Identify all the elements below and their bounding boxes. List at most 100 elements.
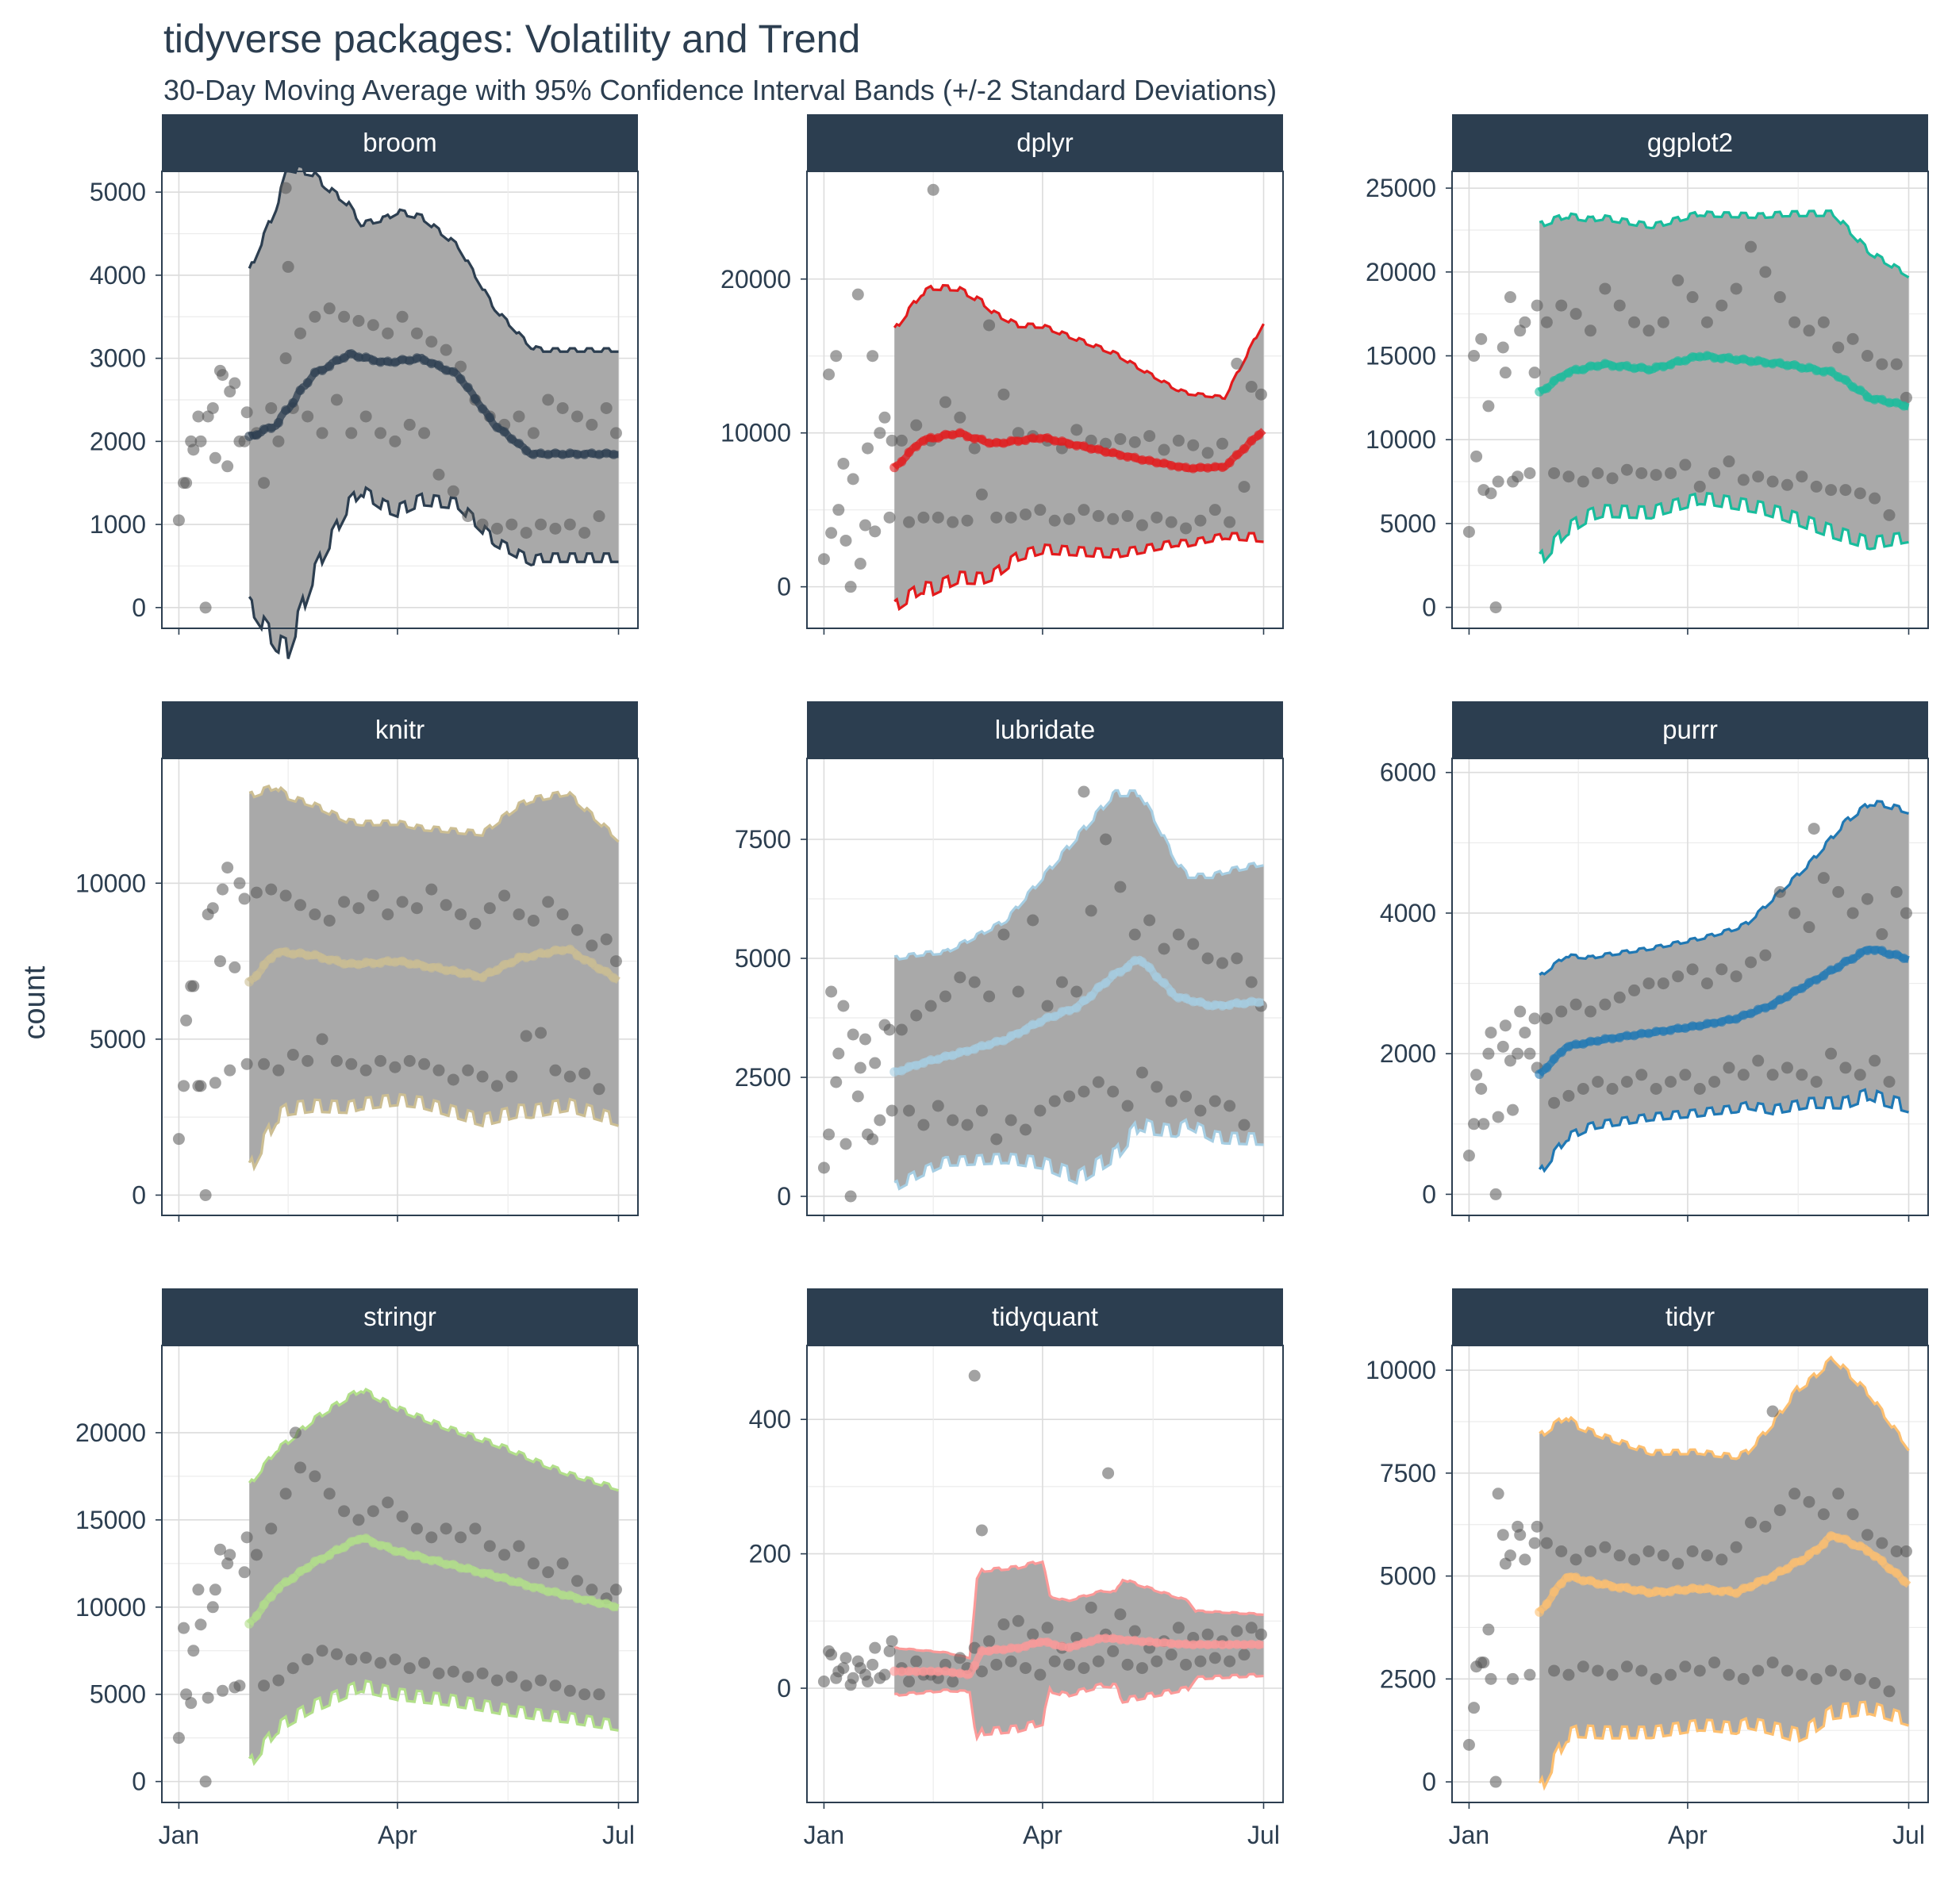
confidence-band [894, 1561, 1264, 1738]
y-tick-label: 2500 [1380, 1664, 1436, 1693]
data-point [954, 411, 966, 424]
band-upper-line [248, 164, 619, 353]
data-point [968, 442, 981, 455]
data-point [1012, 985, 1024, 998]
moving-average-point [1130, 452, 1140, 463]
moving-average-point [1231, 450, 1242, 460]
data-point [1832, 341, 1845, 354]
moving-average-point [1013, 436, 1024, 447]
data-point [1584, 324, 1596, 337]
moving-average-point [1688, 351, 1698, 362]
moving-average-point [977, 1041, 987, 1051]
moving-average-point [565, 448, 575, 459]
data-point [1854, 487, 1866, 500]
moving-average-point [889, 463, 900, 473]
y-tick-label: 0 [777, 1674, 791, 1702]
moving-average-point [1716, 1587, 1727, 1597]
data-point [1540, 316, 1553, 328]
facet-strip [162, 114, 638, 171]
moving-average-point [426, 1556, 436, 1566]
data-point [1584, 1005, 1596, 1018]
moving-average-points [889, 955, 1264, 1077]
data-point [1890, 1545, 1903, 1557]
data-point [1846, 907, 1859, 919]
data-point [1650, 1672, 1662, 1685]
data-point [593, 1688, 605, 1701]
data-point [939, 990, 951, 1003]
data-point [1027, 914, 1039, 927]
data-point [1172, 434, 1185, 447]
data-point [1041, 1000, 1054, 1012]
moving-average-point [1130, 1635, 1140, 1645]
data-point [1231, 952, 1243, 965]
data-point [1128, 1625, 1141, 1637]
moving-average-point [514, 952, 524, 962]
data-point [1752, 470, 1765, 483]
data-point [209, 451, 221, 464]
moving-average-point [1840, 375, 1850, 386]
data-point [862, 442, 874, 455]
y-tick-label: 15000 [75, 1506, 146, 1534]
moving-average-point [281, 405, 291, 415]
moving-average-point [1542, 1599, 1552, 1609]
data-point [586, 418, 598, 431]
data-point [903, 516, 916, 528]
moving-average-point [1231, 998, 1242, 1008]
moving-average-point [1877, 394, 1887, 405]
moving-average-point [521, 1580, 532, 1591]
data-point [1468, 1702, 1481, 1714]
panel-border [806, 171, 1284, 629]
chart-subtitle: 30-Day Moving Average with 95% Confidenc… [163, 74, 1277, 106]
data-point [1499, 367, 1512, 379]
moving-average-point [441, 1559, 451, 1569]
data-point [520, 1679, 532, 1692]
data-point [1151, 1655, 1163, 1668]
moving-average-point [579, 1595, 590, 1606]
data-point [844, 581, 857, 593]
moving-average-point [1542, 1062, 1552, 1073]
moving-average-point [1731, 355, 1742, 365]
data-point [1514, 1005, 1527, 1018]
data-point [1070, 985, 1083, 998]
moving-average-point [1833, 1533, 1843, 1543]
data-point [527, 914, 540, 927]
moving-average-point [1563, 1572, 1573, 1583]
data-point [403, 1662, 416, 1675]
moving-average-point [947, 1668, 958, 1678]
data-point [847, 1028, 859, 1041]
moving-average-point [1174, 462, 1184, 472]
moving-average-point [1071, 1641, 1081, 1651]
moving-average-point [594, 964, 605, 974]
data-point [418, 1656, 431, 1669]
moving-average-point [309, 1557, 320, 1567]
moving-average-point [1239, 999, 1250, 1009]
data-point [410, 1522, 423, 1535]
band-upper-line [248, 1388, 619, 1492]
data-point [883, 1023, 896, 1036]
data-point [345, 427, 358, 440]
data-point [1900, 907, 1912, 919]
data-point [571, 1575, 583, 1587]
moving-average-point [609, 1602, 619, 1612]
facet-panel-purrr: purrr 0 2000 4000 6000 [1380, 701, 1929, 1222]
moving-average-point [1680, 1585, 1690, 1595]
moving-average-point [1585, 361, 1596, 371]
moving-average-point [572, 449, 582, 459]
facet-panels: broom010002000300040005000dplyr010000200… [75, 114, 1929, 1849]
data-point [238, 892, 251, 905]
data-point [1883, 1685, 1896, 1698]
data-point [455, 1531, 467, 1544]
moving-average-point [1869, 946, 1880, 956]
data-point [221, 862, 234, 874]
data-point [316, 1645, 328, 1657]
moving-average-point [1093, 982, 1104, 992]
data-point [1869, 1054, 1881, 1067]
data-point [1470, 450, 1483, 463]
data-point [1519, 316, 1531, 328]
data-point [874, 1114, 886, 1127]
moving-average-point [1746, 356, 1756, 367]
data-point [932, 511, 944, 524]
data-point [367, 889, 379, 902]
data-point [1773, 1504, 1786, 1517]
moving-average-point [1608, 361, 1618, 371]
